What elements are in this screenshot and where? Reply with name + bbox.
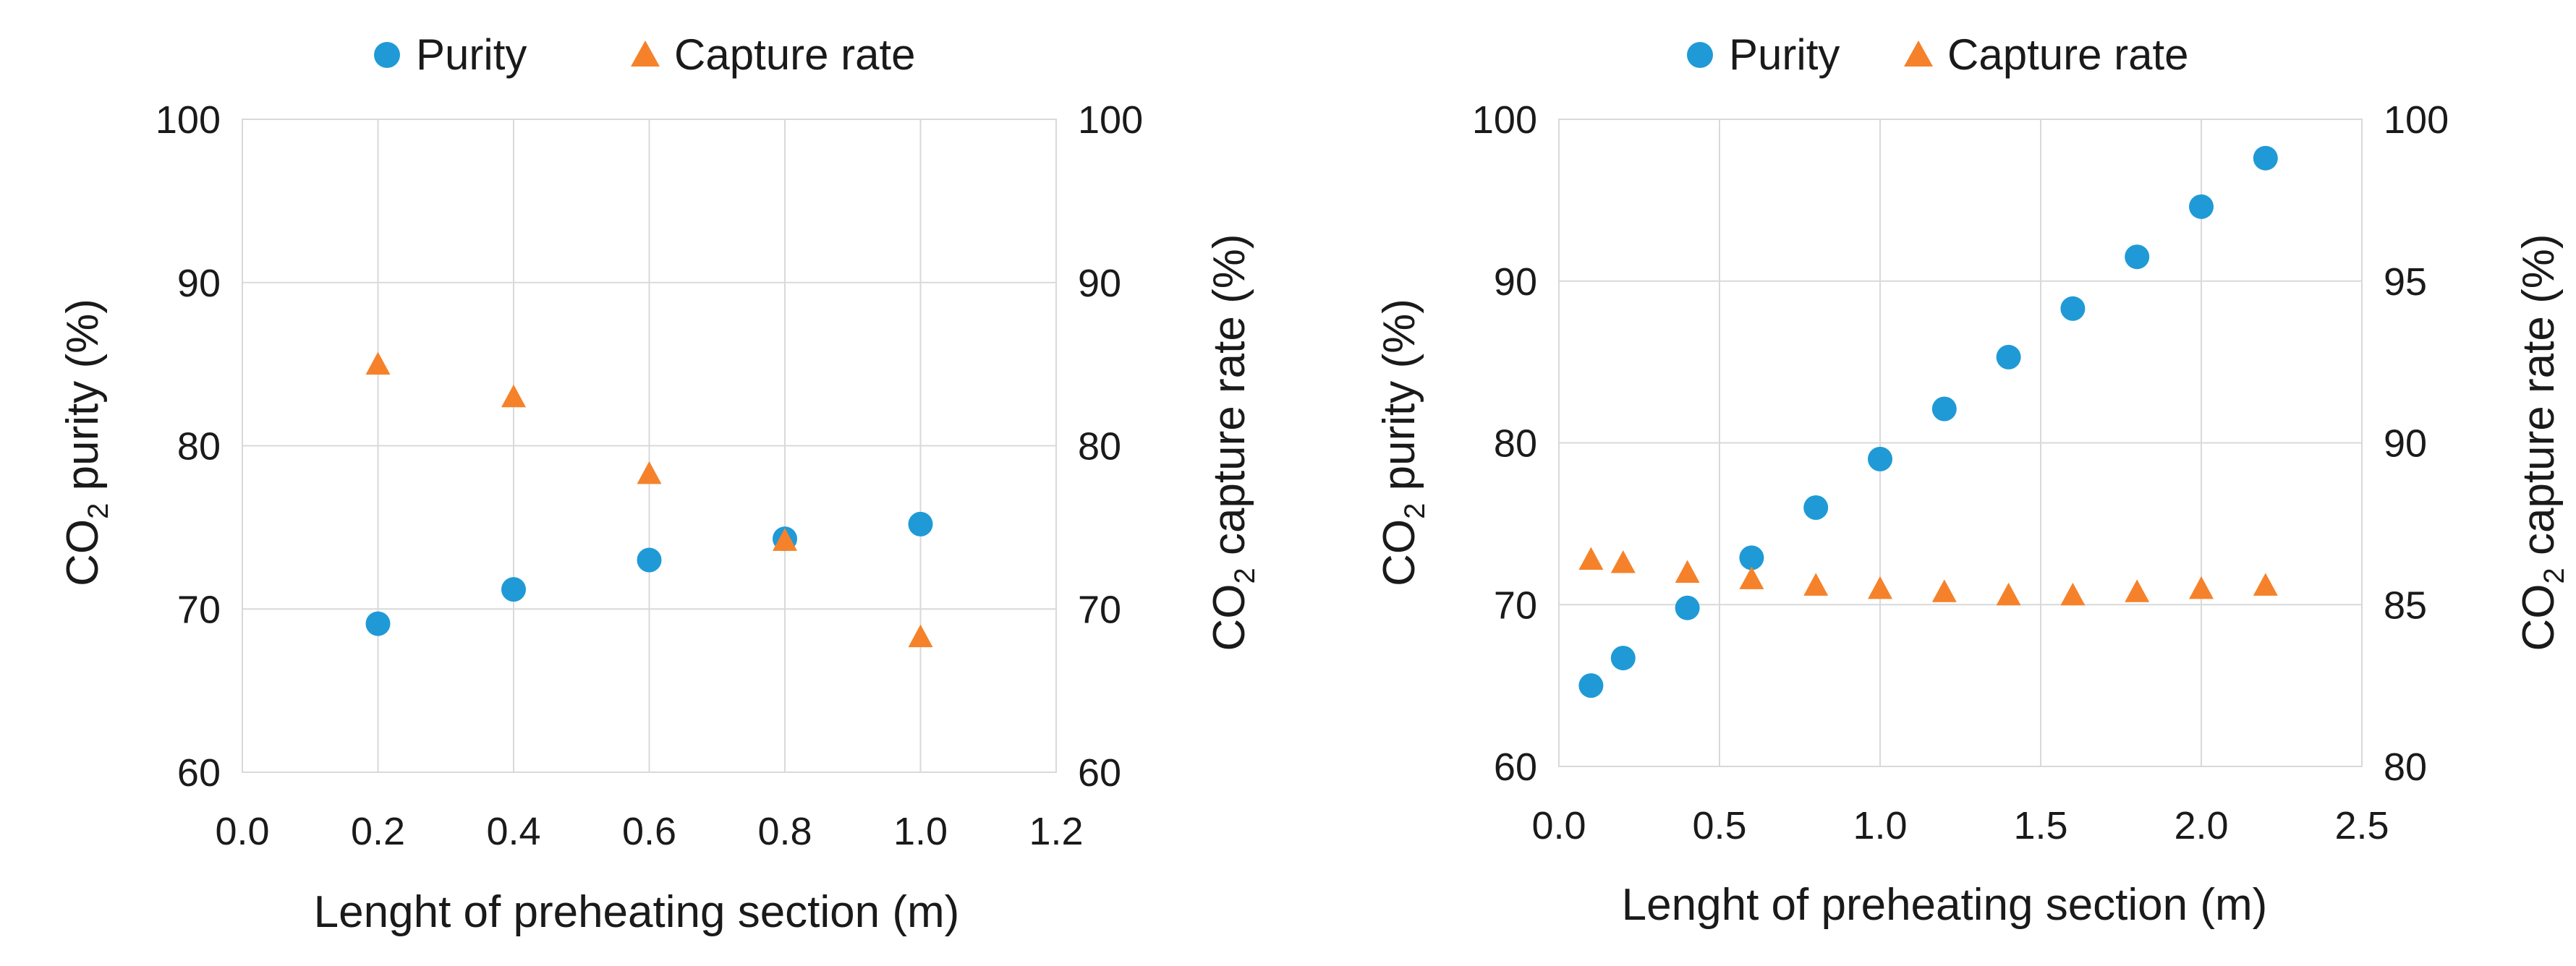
purity-point <box>2253 145 2278 171</box>
plot-area-right: 0.0 0.5 1.0 1.5 2.0 2.5 60 70 80 90 100 80 85 90 95 100 <box>1472 98 2449 847</box>
capture-rate-point <box>2125 579 2150 602</box>
x-tick-label: 0.4 <box>486 810 540 853</box>
capture-rate-point <box>1868 576 1892 599</box>
y-tick-label-right: 100 <box>1078 98 1143 142</box>
y-tick-label-right: 70 <box>1078 588 1121 631</box>
y-tick-label-right: 90 <box>2384 422 2427 466</box>
purity-point <box>1578 673 1604 698</box>
x-tick-label: 1.0 <box>893 810 948 853</box>
legend-right: Purity Capture rate <box>1687 30 2189 79</box>
purity-point <box>1931 396 1957 422</box>
x-axis-title-right: Lenght of preheating section (m) <box>1622 880 2268 930</box>
purity-point <box>1739 545 1764 570</box>
capture-rate-point <box>2189 576 2214 599</box>
chart-left: Purity Capture rate 0.0 0.2 0.4 0.6 0.8 1.0 1.… <box>58 30 1261 937</box>
purity-point <box>365 611 391 636</box>
capture-rate-point <box>2060 582 2086 606</box>
x-tick-label: 1.0 <box>1853 804 1907 847</box>
capture-rate-point <box>365 351 391 375</box>
purity-point <box>2060 296 2086 321</box>
purity-point <box>501 577 526 602</box>
plot-area-left: 0.0 0.2 0.4 0.6 0.8 1.0 1.2 60 70 80 90 100 60 70 80 90… <box>156 98 1143 853</box>
y-tick-label-left: 60 <box>1494 745 1537 789</box>
y2-axis-title-left: CO2 capture rate (%) <box>1204 234 1261 651</box>
legend-capture-label: Capture rate <box>674 30 916 79</box>
purity-point <box>908 511 933 537</box>
y-tick-label-right: 80 <box>2384 745 2427 789</box>
y-tick-label-right: 95 <box>2384 260 2427 304</box>
legend-capture-label: Capture rate <box>1947 30 2189 79</box>
y-tick-label-left: 70 <box>177 588 221 631</box>
y-tick-label-left: 80 <box>177 425 221 469</box>
legend-purity-label: Purity <box>416 30 527 79</box>
y-tick-label-left: 80 <box>1494 422 1537 466</box>
y-tick-label-left: 100 <box>156 98 221 142</box>
y-tick-label-left: 70 <box>1494 584 1537 627</box>
y-tick-label-left: 60 <box>177 751 221 795</box>
x-tick-label: 1.5 <box>2013 804 2067 847</box>
capture-rate-point <box>1675 560 1700 583</box>
legend-capture-marker <box>1904 40 1933 67</box>
purity-point <box>1803 495 1829 520</box>
capture-rate-point <box>2253 573 2278 596</box>
x-tick-label: 2.5 <box>2334 804 2389 847</box>
x-tick-label: 0.2 <box>351 810 405 853</box>
x-axis-title-left: Lenght of preheating section (m) <box>314 887 960 937</box>
legend-purity-marker <box>374 42 400 68</box>
x-tick-label: 0.0 <box>215 810 269 853</box>
purity-point <box>2125 244 2150 270</box>
capture-rate-point <box>501 384 526 408</box>
y-axis-title-left: CO2 purity (%) <box>58 299 114 586</box>
purity-point <box>1610 646 1636 671</box>
capture-rate-point <box>1739 566 1764 589</box>
capture-rate-point <box>1578 547 1604 570</box>
capture-rate-point <box>637 461 662 484</box>
y-tick-label-right: 80 <box>1078 425 1121 469</box>
y2-axis-title-right: CO2 capture rate (%) <box>2514 234 2570 651</box>
y-tick-label-left: 100 <box>1472 98 1537 142</box>
capture-rate-point <box>908 624 933 648</box>
capture-rate-point <box>1996 582 2021 606</box>
y-tick-label-right: 60 <box>1078 751 1121 795</box>
legend-left: Purity Capture rate <box>374 30 916 79</box>
purity-point <box>1675 595 1700 620</box>
x-tick-label: 0.6 <box>622 810 676 853</box>
y-tick-label-right: 100 <box>2384 98 2449 142</box>
purity-point <box>2189 194 2214 219</box>
x-tick-label: 0.5 <box>1692 804 1746 847</box>
y-tick-label-left: 90 <box>1494 260 1537 304</box>
x-tick-label: 0.8 <box>757 810 812 853</box>
legend-purity-marker <box>1687 42 1713 68</box>
purity-point <box>1868 446 1892 471</box>
y-tick-label-right: 90 <box>1078 262 1121 305</box>
legend-capture-marker <box>631 40 660 67</box>
y-axis-title-right: CO2 purity (%) <box>1374 299 1431 586</box>
capture-rate-point <box>773 528 797 551</box>
purity-point <box>637 547 662 573</box>
capture-rate-point <box>1803 573 1829 596</box>
capture-rate-point <box>1931 579 1957 602</box>
purity-point <box>1996 344 2021 369</box>
y-tick-label-left: 90 <box>177 262 221 305</box>
x-tick-label: 0.0 <box>1531 804 1586 847</box>
chart-right: Purity Capture rate 0.0 0.5 1.0 1.5 2.0 2.5 60… <box>1374 30 2570 930</box>
x-tick-label: 2.0 <box>2174 804 2228 847</box>
legend-purity-label: Purity <box>1729 30 1840 79</box>
y-tick-label-right: 85 <box>2384 584 2427 627</box>
capture-rate-point <box>1610 550 1636 573</box>
x-tick-label: 1.2 <box>1029 810 1083 853</box>
